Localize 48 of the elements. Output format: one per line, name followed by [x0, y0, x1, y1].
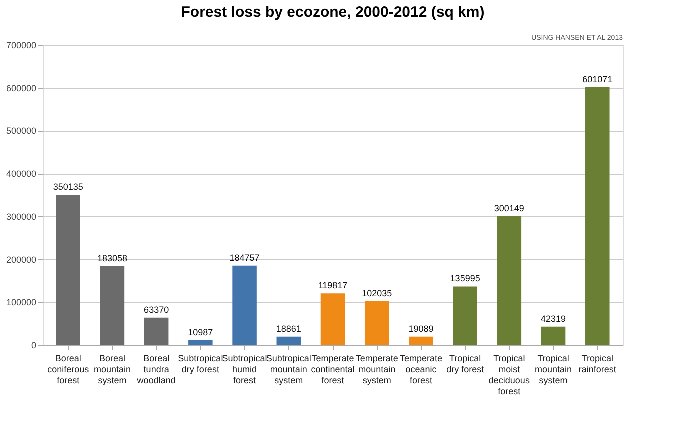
- x-tick-label: Temperate oceanic forest: [400, 354, 442, 386]
- data-label: 300149: [494, 203, 524, 214]
- bar: [100, 266, 125, 345]
- data-label: 601071: [582, 74, 613, 84]
- data-label: 42319: [541, 314, 566, 324]
- y-tick-label: 0: [31, 340, 36, 350]
- y-tick-label: 300000: [6, 212, 36, 222]
- chart-title: Forest loss by ecozone, 2000-2012 (sq km): [181, 4, 485, 21]
- bar: [188, 340, 213, 345]
- bar: [232, 266, 257, 345]
- x-tick-label: Tropical mountain system: [535, 354, 572, 386]
- data-label: 350135: [53, 182, 84, 192]
- data-label: 10987: [188, 327, 214, 338]
- y-tick-label: 700000: [6, 40, 36, 50]
- bar: [409, 336, 434, 345]
- x-tick-label: Boreal tundra woodland: [136, 354, 176, 386]
- x-tick-label: Boreal coniferous forest: [48, 354, 90, 386]
- bar: [144, 318, 169, 345]
- y-tick-label: 200000: [6, 254, 36, 265]
- data-label: 18861: [276, 324, 302, 334]
- y-tick-label: 400000: [6, 169, 36, 180]
- y-tick-label: 600000: [6, 83, 36, 94]
- x-tick-label: Boreal mountain system: [94, 354, 131, 386]
- data-label: 119817: [318, 280, 348, 291]
- bar: [364, 301, 390, 345]
- x-tick-label: Temperate mountain system: [356, 354, 398, 386]
- data-label: 19089: [408, 324, 434, 334]
- bar: [541, 326, 566, 345]
- bar: [497, 216, 522, 345]
- x-tick-label: Subtropical dry forest: [178, 354, 224, 374]
- bar: [320, 294, 346, 345]
- bar: [56, 194, 80, 345]
- x-tick-label: Tropical rainforest: [578, 354, 617, 374]
- data-label: 183058: [97, 254, 128, 264]
- data-label: 135995: [450, 274, 480, 284]
- x-tick-label: Temperate continental forest: [311, 354, 355, 386]
- y-tick-label: 100000: [6, 298, 36, 308]
- data-label: 184757: [230, 252, 260, 263]
- bar: [586, 87, 610, 345]
- data-label: 63370: [144, 304, 170, 315]
- x-tick-label: Tropical moist deciduous forest: [488, 354, 530, 396]
- bar: [453, 286, 478, 345]
- bar: [276, 336, 302, 345]
- x-tick-label: Tropical dry forest: [446, 354, 485, 374]
- x-tick-label: Subtropical humid forest: [222, 354, 268, 386]
- y-tick-label: 500000: [6, 126, 36, 136]
- data-label: 102035: [362, 288, 392, 298]
- x-tick-label: Subtropical mountain system: [266, 354, 312, 386]
